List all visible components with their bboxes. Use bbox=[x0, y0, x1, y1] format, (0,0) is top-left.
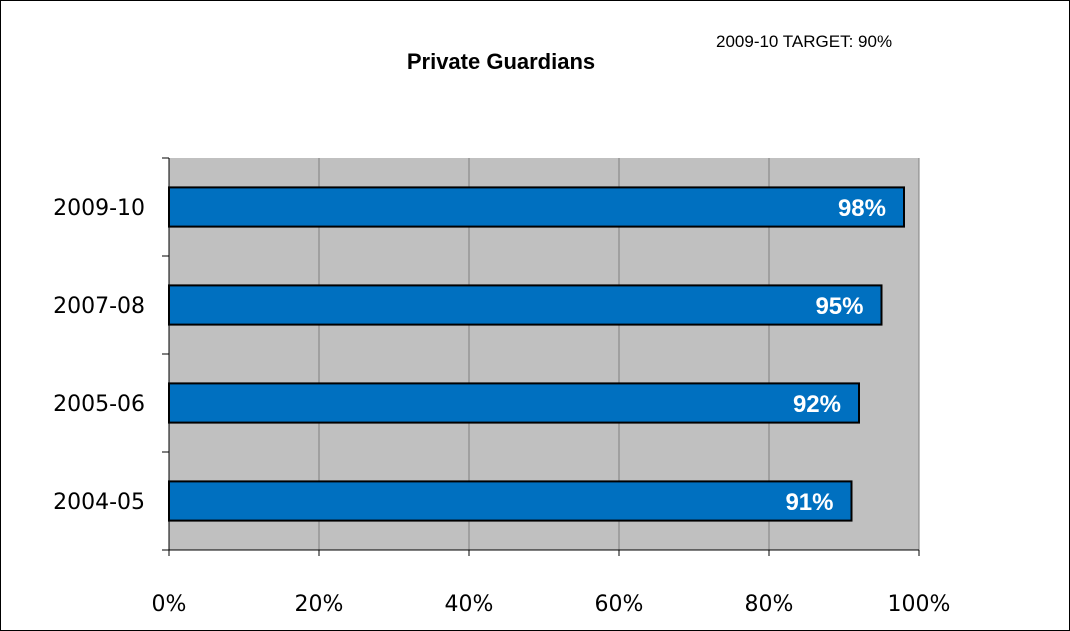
x-tick-label-60: 60% bbox=[595, 592, 644, 617]
bar-2005-06 bbox=[168, 382, 860, 424]
x-tick-label-100: 100% bbox=[888, 592, 951, 617]
x-tick-label-40: 40% bbox=[445, 592, 494, 617]
chart-title: Private Guardians bbox=[407, 49, 595, 74]
y-tick-label-2007-08: 2007-08 bbox=[53, 294, 145, 319]
bar-2004-05 bbox=[168, 480, 853, 522]
y-tick-label-2004-05: 2004-05 bbox=[53, 490, 145, 515]
x-tick-label-0: 0% bbox=[152, 592, 187, 617]
data-label-2005-06: 92% bbox=[793, 391, 841, 418]
plot-area: 0% 20% 40% 60% 80% 100% 98% 2009-10 95% 2007-08 92… bbox=[53, 157, 951, 617]
y-tick-label-2005-06: 2005-06 bbox=[53, 392, 145, 417]
data-label-2009-10: 98% bbox=[838, 195, 886, 222]
bar-2009-10 bbox=[168, 186, 905, 228]
target-annotation: 2009-10 TARGET: 90% bbox=[716, 32, 892, 51]
bar-2007-08 bbox=[168, 284, 883, 326]
y-tick-label-2009-10: 2009-10 bbox=[53, 196, 145, 221]
data-label-2004-05: 91% bbox=[785, 489, 833, 516]
x-tick-label-20: 20% bbox=[295, 592, 344, 617]
x-tick-label-80: 80% bbox=[745, 592, 794, 617]
data-label-2007-08: 95% bbox=[815, 293, 863, 320]
